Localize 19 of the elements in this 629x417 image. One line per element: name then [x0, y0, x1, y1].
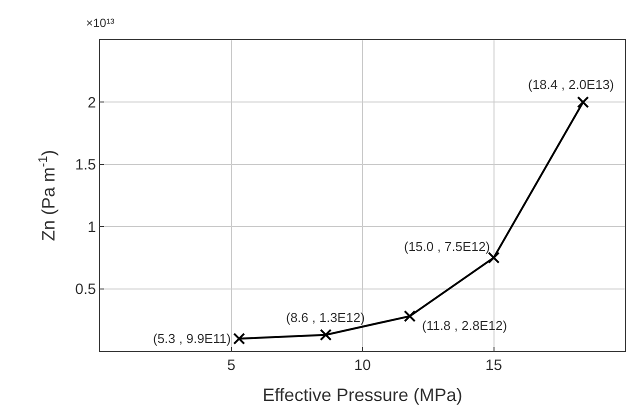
x-tick-label: 5	[227, 357, 236, 374]
point	[233, 332, 246, 345]
x-axis-title: Effective Pressure (MPa)	[262, 385, 462, 406]
text: ×10¹³	[86, 16, 114, 30]
annotation: (18.4 , 2.0E13)	[528, 77, 614, 92]
point	[320, 328, 332, 341]
point	[404, 310, 416, 322]
annotation: (8.6 , 1.3E12)	[286, 310, 365, 325]
y-tick-label: 0.5	[75, 281, 96, 298]
annotation: (5.3 , 9.9E11)	[153, 331, 231, 346]
x-tick-label: 15	[485, 357, 502, 374]
x-tick-label: 10	[354, 357, 371, 374]
y-tick-label: 1.5	[75, 156, 96, 174]
point	[488, 252, 500, 264]
y-tick-label: 1	[88, 218, 96, 236]
annotation: (11.8 , 2.8E12)	[422, 318, 508, 333]
y-tick-label: 2	[88, 94, 96, 112]
annotation: (15.0 , 7.5E12)	[404, 239, 490, 254]
point	[577, 96, 589, 108]
